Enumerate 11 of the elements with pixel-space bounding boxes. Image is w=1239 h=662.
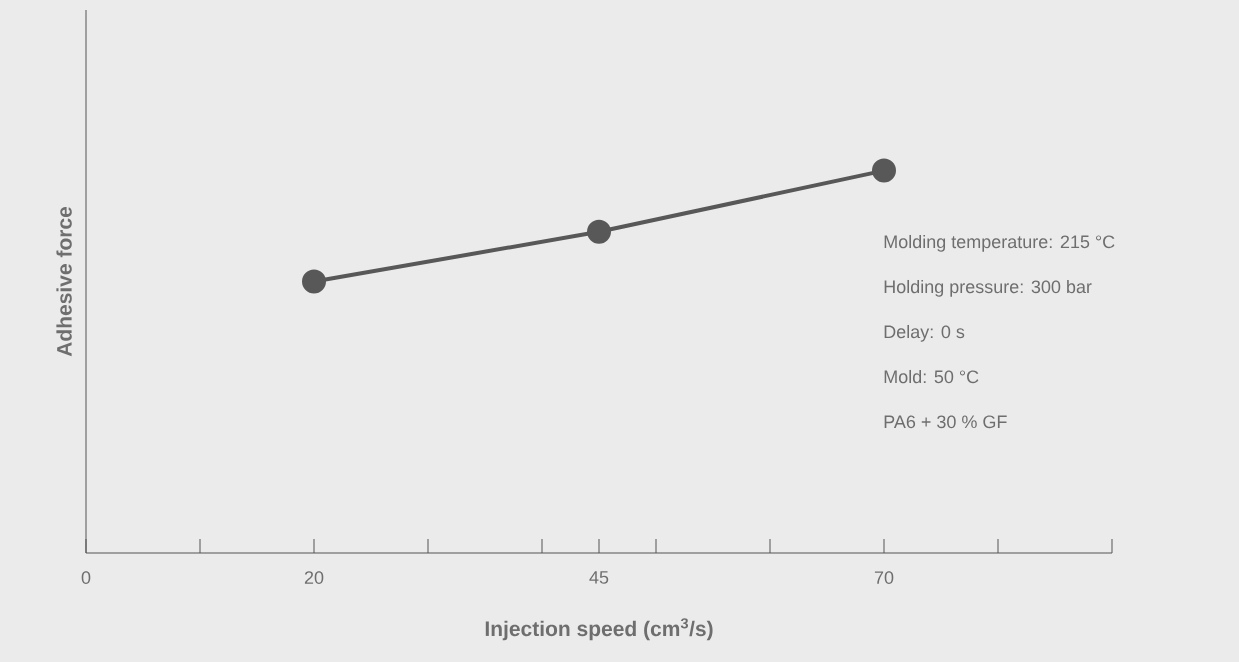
x-tick-label: 70 bbox=[874, 571, 894, 584]
annotation: Delay: 0 s bbox=[884, 324, 965, 342]
x-tick-label: 45 bbox=[589, 571, 609, 584]
x-axis-title: Injection speed (cm$^{3}$/s) bbox=[485, 618, 713, 641]
y-axis-title: Adhesive force bbox=[56, 206, 72, 357]
x-tick-label: 20 bbox=[304, 571, 324, 584]
annotation: Holding pressure: 300 bar bbox=[884, 279, 1092, 297]
annotation: Molding temperature: 215 °C bbox=[884, 234, 1115, 252]
annotation: Mold: 50 °C bbox=[884, 369, 979, 384]
x-tick-label: 0 bbox=[81, 571, 91, 584]
annotation: PA6 + 30 % GF bbox=[884, 415, 1007, 429]
